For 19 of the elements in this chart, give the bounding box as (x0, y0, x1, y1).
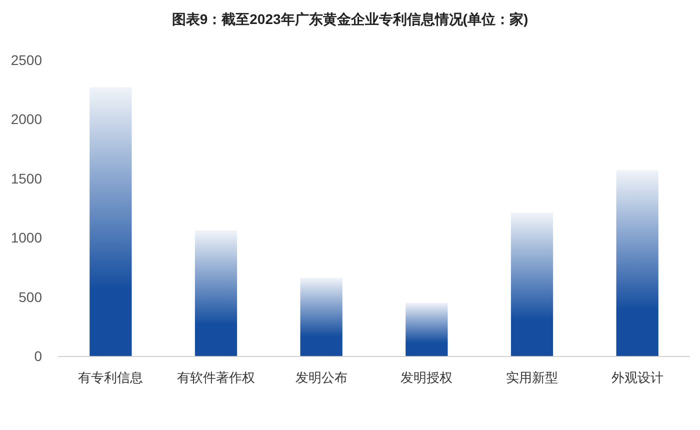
bar (300, 278, 342, 356)
x-tick-label: 实用新型 (506, 370, 558, 385)
y-tick-label: 500 (18, 288, 42, 305)
y-tick-label: 2500 (10, 52, 42, 68)
bar (616, 170, 658, 356)
x-tick-label: 外观设计 (611, 370, 664, 385)
y-tick-label: 1500 (10, 170, 42, 186)
bar (406, 302, 448, 356)
bar (194, 230, 238, 356)
bar (510, 212, 554, 356)
x-tick-label: 发明授权 (400, 370, 453, 385)
x-tick-label: 有专利信息 (78, 370, 144, 385)
chart-title: 图表9：截至2023年广东黄金企业专利信息情况(单位：家) (172, 11, 528, 27)
y-tick-label: 1000 (10, 230, 42, 246)
x-tick-label: 有软件著作权 (177, 370, 255, 385)
y-tick-label: 2000 (10, 111, 42, 128)
y-tick-label: 0 (34, 348, 42, 364)
bar (90, 87, 132, 356)
x-tick-label: 发明公布 (295, 370, 348, 385)
